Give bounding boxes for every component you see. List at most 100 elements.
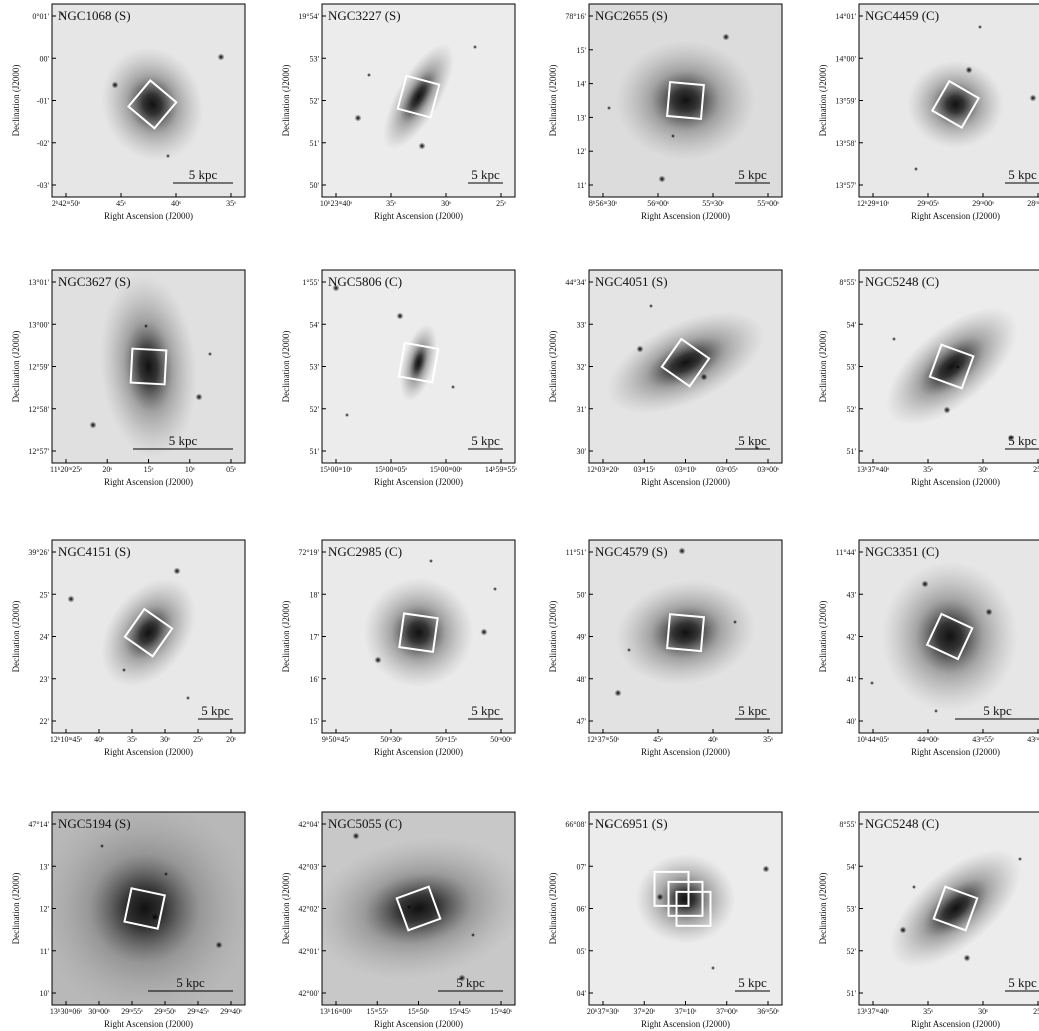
y-tick-label: 24' [40,633,50,642]
x-tick-label: 37ᵐ20ˢ [633,1007,655,1016]
panel-title: NGC3351 (C) [865,544,939,559]
x-tick-label: 29ᵐ00ˢ [972,199,994,208]
galaxy [907,60,1004,149]
y-tick-label: 11' [40,947,50,956]
galaxy [615,40,756,161]
scale-label: 5 kpc [201,703,230,718]
y-tick-label: 42°01' [298,947,319,956]
y-tick-label: 42' [847,633,857,642]
y-tick-label: -02' [37,139,50,148]
star [892,337,896,341]
panel-title: NGC3227 (S) [328,8,401,23]
x-tick-label: 13ʰ37ᵐ40ˢ [857,465,889,474]
aperture-box [129,347,168,386]
y-tick-label: 15' [310,717,320,726]
x-axis-label: Right Ascension (J2000) [911,1019,1000,1029]
galaxy [606,311,765,414]
x-tick-label: 30ˢ [441,199,451,208]
star [208,352,212,356]
y-axis-label: Declination (J2000) [548,601,558,673]
star [605,824,609,828]
star [480,628,488,636]
x-tick-label: 29ᵐ40ˢ [220,1007,242,1016]
x-tick-label: 15ᵐ45ˢ [449,1007,471,1016]
y-tick-label: 31' [577,405,587,414]
y-tick-label: 14°01' [835,12,856,21]
star [151,913,159,921]
star [354,114,362,122]
x-tick-label: 44ᵐ00ˢ [917,735,939,744]
scale-label: 5 kpc [1008,433,1037,448]
y-axis-label: Declination (J2000) [818,873,828,945]
y-axis-label: Declination (J2000) [281,873,291,945]
galaxy-image [589,540,782,733]
y-tick-label: 51' [847,989,857,998]
x-tick-label: 11ʰ20ᵐ25ˢ [50,465,82,474]
x-axis-label: Right Ascension (J2000) [641,477,730,487]
star [658,175,666,183]
y-tick-label: 48' [577,675,587,684]
star [1029,94,1037,102]
star [345,413,349,417]
aperture-box [397,341,440,384]
star [678,547,686,555]
y-tick-label: 18' [310,590,320,599]
y-tick-label: 13°00' [28,320,49,329]
y-tick-label: 12°57' [28,447,49,456]
y-tick-label: 53' [310,363,320,372]
x-tick-label: 15ʰ00ᵐ05ˢ [375,465,407,474]
y-tick-label: 8°55' [839,278,856,287]
x-axis-label: Right Ascension (J2000) [911,477,1000,487]
x-axis-label: Right Ascension (J2000) [911,747,1000,757]
y-tick-label: 0°01' [32,12,49,21]
scale-label: 5 kpc [1008,975,1037,990]
x-tick-label: 43ᵐ50ˢ [1027,735,1039,744]
y-tick-label: 11°44' [836,548,857,557]
x-tick-label: 25ˢ [1033,1007,1039,1016]
y-tick-label: 00' [40,54,50,63]
x-tick-label: 29ᵐ05ˢ [917,199,939,208]
galaxy-image [859,4,1039,197]
star [418,142,426,150]
y-tick-label: 52' [847,405,857,414]
star [921,580,929,588]
panel: NGC5055 (C) 5 kpc 42°04' 42°03' 42°02' 42°01'… [281,811,516,1029]
y-tick-label: -03' [37,181,50,190]
star [122,668,126,672]
y-tick-label: 06' [577,905,587,914]
aperture-box [395,885,442,932]
star [217,53,225,61]
scale-label: 5 kpc [738,167,767,182]
scale-label: 5 kpc [738,433,767,448]
star [195,393,203,401]
y-tick-label: 40' [847,717,857,726]
x-tick-label: 03ᵐ15ˢ [633,465,655,474]
x-tick-label: 12ʰ10ᵐ45ˢ [50,735,82,744]
y-tick-label: 44°34' [565,278,586,287]
aperture-box [675,890,712,927]
panel-title: NGC4151 (S) [58,544,131,559]
x-tick-label: 30ᵐ00ˢ [88,1007,110,1016]
x-tick-label: 40ˢ [171,199,181,208]
star [649,304,653,308]
y-tick-label: 04' [577,989,587,998]
x-tick-label: 55ᵐ00ˢ [757,199,779,208]
star [914,167,918,171]
y-tick-label: 13°59' [835,97,856,106]
y-tick-label: 8°55' [839,820,856,829]
x-tick-label: 36ᵐ50ˢ [757,1007,779,1016]
y-axis-label: Declination (J2000) [818,331,828,403]
galaxy [100,274,197,459]
aperture-box [396,74,441,119]
panel-title: NGC2985 (C) [328,544,402,559]
x-tick-label: 35ˢ [923,465,933,474]
x-tick-label: 35ˢ [226,199,236,208]
panel: NGC2985 (C) 5 kpc 72°19' 18' 17' 16' 15'9ʰ50ᵐ4… [281,539,516,757]
scale-label: 5 kpc [471,167,500,182]
galaxy-image [322,4,515,197]
y-tick-label: 42°00' [298,989,319,998]
y-tick-label: 66°08' [565,820,586,829]
aperture-box [925,612,974,661]
aperture-box [930,79,981,129]
